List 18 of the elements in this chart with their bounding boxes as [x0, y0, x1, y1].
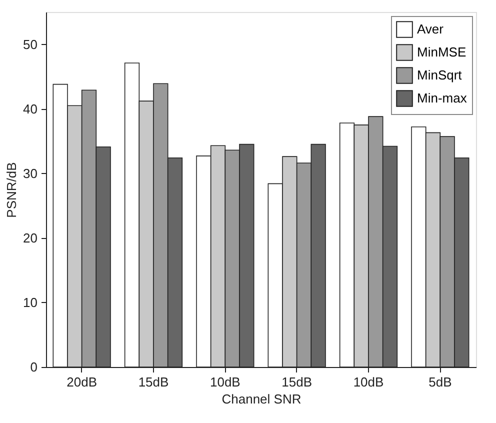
x-tick-label: 5dB — [428, 374, 452, 390]
x-tick-label: 15dB — [138, 374, 169, 390]
y-tick-label: 30 — [23, 166, 38, 181]
y-tick-label: 50 — [23, 36, 38, 52]
y-tick-label: 10 — [23, 294, 38, 310]
y-tick-label: 20 — [23, 230, 38, 246]
x-tick-label: 15dB — [282, 374, 312, 390]
legend-label: MinMSE — [417, 44, 466, 60]
x-tick-label: 10dB — [210, 374, 240, 390]
x-tick-label: 10dB — [353, 374, 384, 390]
legend-label: MinSqrt — [417, 68, 462, 82]
legend-label: Min-max — [417, 90, 468, 106]
x-tick-label: 20dB — [66, 374, 98, 390]
y-axis-title: PSNR/dB — [4, 162, 20, 218]
y-tick-label: 0 — [30, 360, 38, 374]
y-tick-label: 40 — [23, 101, 38, 116]
x-axis-title: Channel SNR — [222, 392, 302, 406]
legend-label: Aver — [417, 22, 444, 36]
